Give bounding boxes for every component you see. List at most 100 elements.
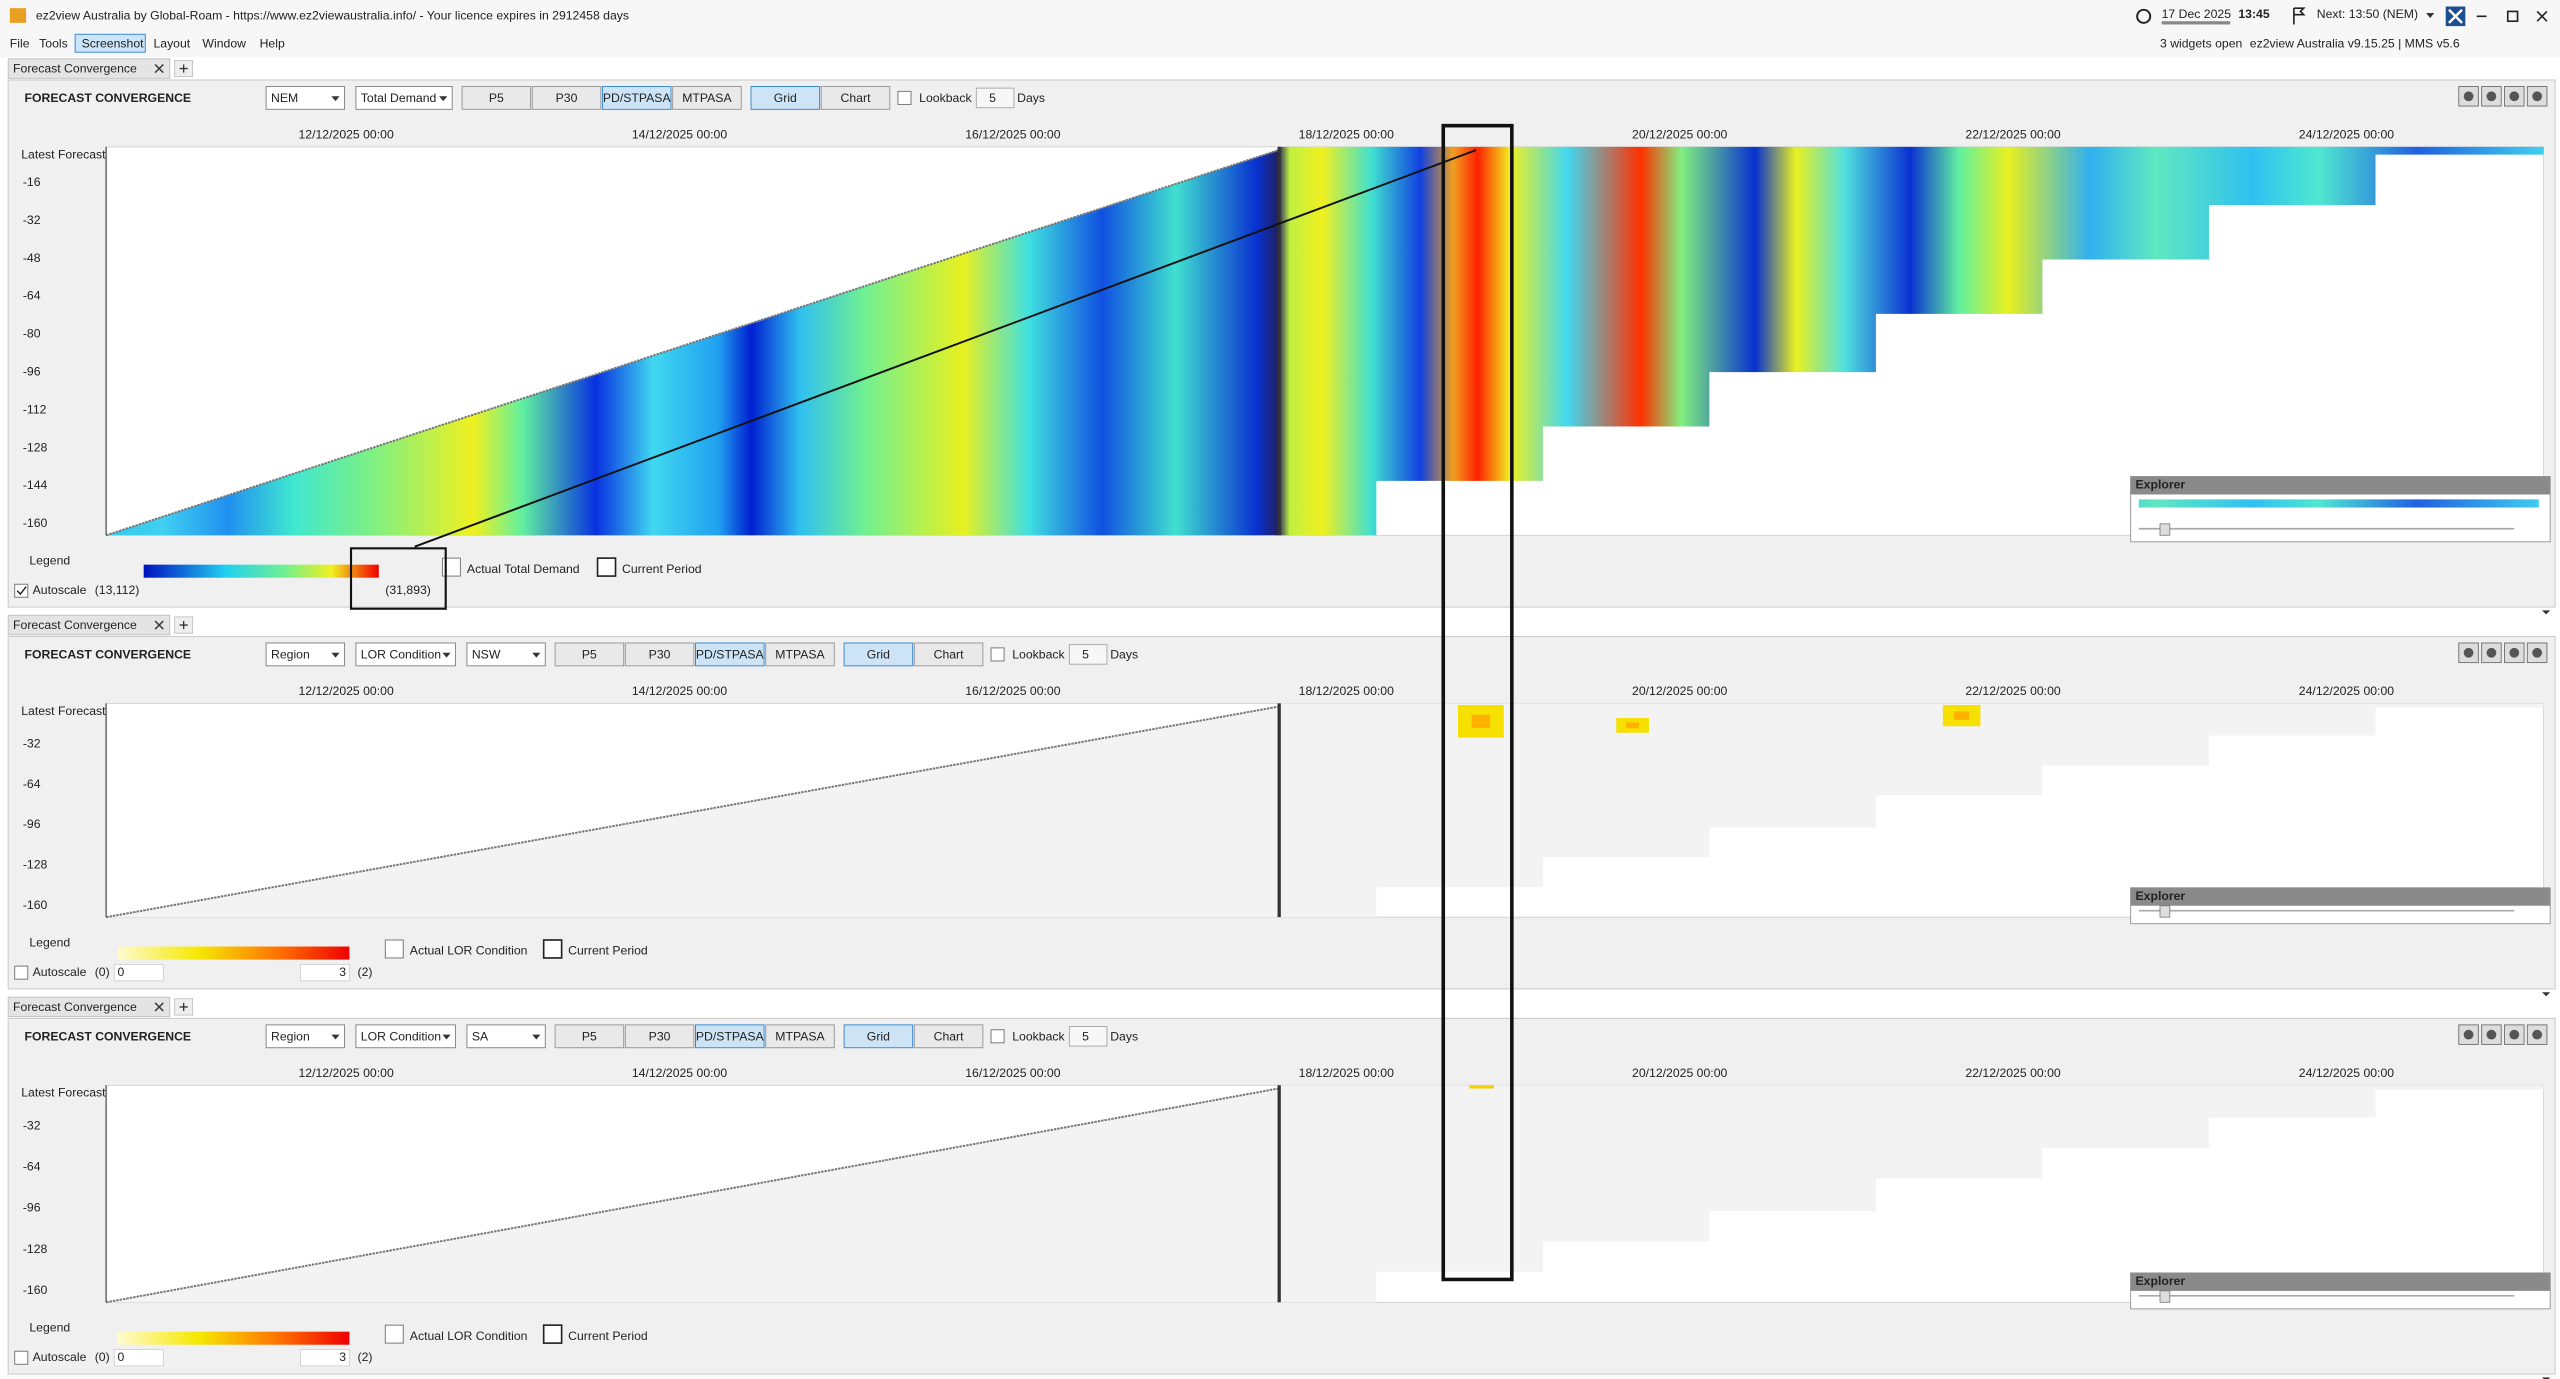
menu-item[interactable]: Screenshot [82,36,145,50]
y-label: Latest Forecast [21,704,106,718]
menu-item[interactable]: Layout [153,36,190,50]
widget: Forecast Convergence FORECAST CONVERGENCE… [7,614,2556,997]
y-label: -128 [23,440,48,454]
menu-item[interactable]: Tools [39,36,68,50]
toggle-button[interactable] [624,642,695,667]
time: 13:45 [2238,7,2269,21]
autoscale-checkbox[interactable] [14,965,29,980]
actual-label: Actual LOR Condition [410,944,528,958]
dropdown-value: Region [271,1029,310,1043]
dropdown[interactable] [355,642,456,667]
app-button-x [2448,8,2463,24]
toggle-button[interactable] [913,1024,984,1049]
autoscale-label: Autoscale [33,1350,87,1364]
min-input[interactable] [113,1349,164,1367]
toggle-label: P5 [489,91,504,105]
lookback-input[interactable] [975,87,1015,109]
toggle-button[interactable] [554,642,625,667]
toggle-label: P30 [556,91,578,105]
legend-min: (0) [95,1350,110,1364]
forecast-area [1278,146,2544,536]
toggle-label: PD/STPASA [696,1029,765,1043]
widget-icon-glyph [2486,1029,2497,1040]
widget-icon-glyph [2532,647,2543,658]
menu-item[interactable]: Help [260,36,285,50]
explorer-thumb[interactable] [2159,523,2171,536]
max-input[interactable] [300,1349,350,1367]
tab[interactable] [7,996,171,1018]
legend-max: (31,893) [385,583,431,597]
tab-close[interactable] [154,620,164,630]
dropdown-value: Region [271,647,310,661]
toggle-button[interactable] [750,86,821,110]
lookback-input[interactable] [1068,1026,1108,1047]
dropdown[interactable] [466,1024,546,1049]
lor-cell [1954,711,1970,720]
menu-item[interactable]: Window [202,36,246,50]
dropdown[interactable] [355,1024,456,1049]
lookback-checkbox[interactable] [990,1029,1005,1044]
autoscale-checkbox[interactable] [14,1350,29,1365]
min-input[interactable] [113,964,164,982]
actual-checkbox[interactable] [441,557,461,577]
toggle-label: MTPASA [775,1029,825,1043]
date-label: 12/12/2025 00:00 [298,1066,393,1080]
y-label: -32 [23,1118,41,1132]
toggle-button[interactable] [624,1024,695,1049]
toggle-button[interactable] [913,642,984,667]
tab[interactable] [7,614,171,636]
collapse-arrow[interactable] [2542,992,2551,997]
toggle-button[interactable] [695,642,765,667]
legend-max: (2) [358,1350,373,1364]
current-box [596,557,617,577]
toggle-button[interactable] [601,86,672,110]
menu-item[interactable]: File [10,36,30,50]
explorer-label: Explorer [2136,889,2186,903]
toggle-button[interactable] [554,1024,625,1049]
toggle-button[interactable] [843,1024,914,1049]
toggle-button[interactable] [695,1024,765,1049]
dropdown[interactable] [2426,13,2435,18]
toggle-button[interactable] [461,86,532,110]
date-label: 20/12/2025 00:00 [1632,128,1727,142]
dropdown[interactable] [265,642,345,667]
max-input[interactable] [300,964,350,982]
lookback-checkbox[interactable] [897,90,912,105]
date-label: 14/12/2025 00:00 [632,1066,727,1080]
toggle-label: MTPASA [775,647,825,661]
legend-label: Legend [29,1321,70,1335]
dropdown[interactable] [265,86,345,110]
highlight-box [349,547,447,610]
tab[interactable] [7,58,171,79]
toggle-button[interactable] [765,1024,835,1049]
collapse-arrow[interactable] [2542,610,2551,615]
widget-icon-glyph [2486,647,2497,658]
toggle-button[interactable] [843,642,914,667]
explorer-thumb[interactable] [2159,905,2171,918]
explorer-thumb[interactable] [2159,1290,2171,1303]
dropdown[interactable] [265,1024,345,1049]
date-label: 20/12/2025 00:00 [1632,1066,1727,1080]
content: File Tools Screenshot Layout Window Help Forec… [7,33,2556,1379]
lookback-input[interactable] [1068,644,1108,665]
restore[interactable] [2506,10,2519,23]
lookback-checkbox[interactable] [990,647,1005,662]
autoscale-checkbox[interactable] [14,583,29,598]
dropdown[interactable] [466,642,546,667]
tab-close[interactable] [154,63,164,74]
dropdown-arrow [439,96,448,102]
widget: Forecast Convergence FORECAST CONVERGENCE… [7,996,2556,1379]
dropdown[interactable] [355,86,453,110]
actual-checkbox[interactable] [384,1324,404,1344]
toggle-button[interactable] [531,86,602,110]
date-label: 18/12/2025 00:00 [1299,684,1394,698]
days-label: Days [1110,1029,1138,1043]
toggle-button[interactable] [820,86,891,110]
close[interactable] [2536,10,2548,22]
toggle-button[interactable] [672,86,742,110]
date-label: 22/12/2025 00:00 [1965,128,2060,142]
toggle-button[interactable] [765,642,835,667]
date-label: 14/12/2025 00:00 [632,128,727,142]
tab-close[interactable] [154,1002,164,1012]
actual-checkbox[interactable] [384,939,404,959]
